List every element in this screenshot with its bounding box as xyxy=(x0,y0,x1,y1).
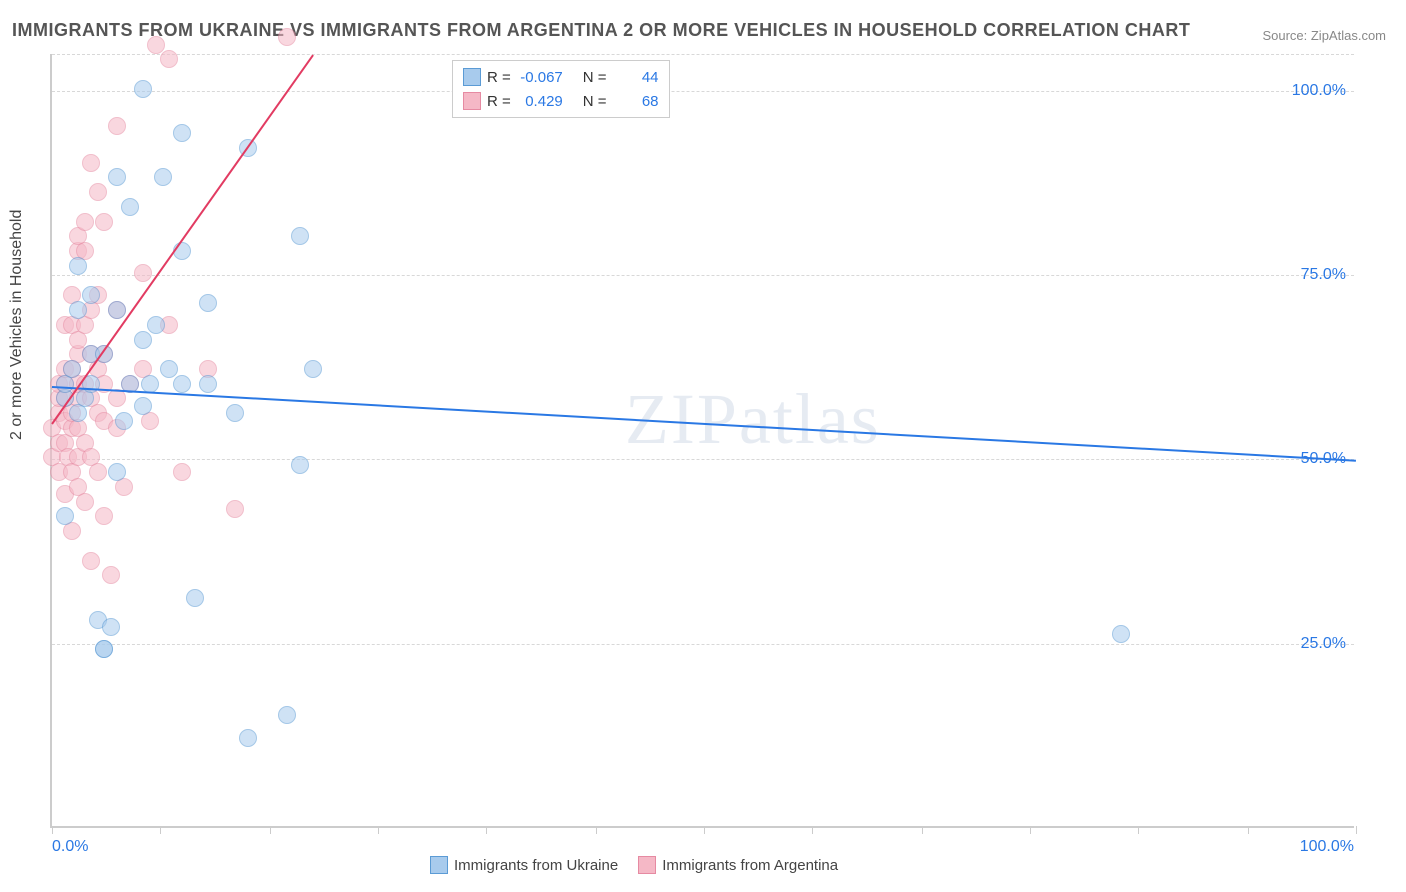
data-point xyxy=(134,397,152,415)
data-point xyxy=(69,257,87,275)
data-point xyxy=(69,301,87,319)
data-point xyxy=(121,198,139,216)
data-point xyxy=(82,154,100,172)
x-tick xyxy=(812,826,813,834)
legend-label: Immigrants from Ukraine xyxy=(454,857,618,874)
x-tick xyxy=(52,826,53,834)
x-axis-max-label: 100.0% xyxy=(1300,838,1354,856)
x-tick xyxy=(596,826,597,834)
x-tick xyxy=(1030,826,1031,834)
data-point xyxy=(186,589,204,607)
data-point xyxy=(173,375,191,393)
data-point xyxy=(173,124,191,142)
data-point xyxy=(108,389,126,407)
data-point xyxy=(95,507,113,525)
data-point xyxy=(304,360,322,378)
gridline xyxy=(52,54,1354,55)
x-tick xyxy=(486,826,487,834)
data-point xyxy=(141,375,159,393)
data-point xyxy=(108,168,126,186)
data-point xyxy=(108,117,126,135)
legend-row: R =-0.067N =44 xyxy=(463,65,659,89)
data-point xyxy=(278,706,296,724)
data-point xyxy=(291,227,309,245)
y-tick-label: 75.0% xyxy=(1301,266,1346,284)
legend-swatch xyxy=(463,92,481,110)
data-point xyxy=(226,500,244,518)
data-point xyxy=(102,566,120,584)
correlation-legend: R =-0.067N =44 R =0.429N =68 xyxy=(452,60,670,118)
legend-stats: R =0.429N =68 xyxy=(487,93,659,110)
data-point xyxy=(82,286,100,304)
x-tick xyxy=(160,826,161,834)
data-point xyxy=(147,36,165,54)
scatter-chart: ZIPatlas R =-0.067N =44R =0.429N =68 0.0… xyxy=(50,54,1354,828)
data-point xyxy=(95,640,113,658)
trend-line xyxy=(52,386,1356,462)
x-tick xyxy=(922,826,923,834)
data-point xyxy=(134,80,152,98)
data-point xyxy=(89,463,107,481)
data-point xyxy=(56,507,74,525)
data-point xyxy=(95,213,113,231)
data-point xyxy=(199,375,217,393)
data-point xyxy=(160,50,178,68)
data-point xyxy=(134,331,152,349)
data-point xyxy=(63,360,81,378)
x-axis-min-label: 0.0% xyxy=(52,838,88,856)
gridline xyxy=(52,644,1354,645)
data-point xyxy=(76,493,94,511)
x-tick xyxy=(378,826,379,834)
legend-stats: R =-0.067N =44 xyxy=(487,69,659,86)
data-point xyxy=(278,28,296,46)
x-tick xyxy=(1248,826,1249,834)
data-point xyxy=(115,412,133,430)
x-tick xyxy=(704,826,705,834)
data-point xyxy=(199,294,217,312)
gridline xyxy=(52,275,1354,276)
legend-swatch xyxy=(638,856,656,874)
data-point xyxy=(134,264,152,282)
x-tick xyxy=(270,826,271,834)
data-point xyxy=(160,360,178,378)
data-point xyxy=(154,168,172,186)
trend-line xyxy=(51,54,313,424)
legend-row: R =0.429N =68 xyxy=(463,89,659,113)
data-point xyxy=(76,213,94,231)
legend-swatch xyxy=(463,68,481,86)
gridline xyxy=(52,459,1354,460)
data-point xyxy=(102,618,120,636)
data-point xyxy=(89,183,107,201)
y-axis-label: 2 or more Vehicles in Household xyxy=(8,210,26,440)
data-point xyxy=(108,301,126,319)
gridline xyxy=(52,91,1354,92)
legend-swatch xyxy=(430,856,448,874)
data-point xyxy=(108,463,126,481)
legend-item: Immigrants from Ukraine xyxy=(430,856,618,874)
source-label: Source: ZipAtlas.com xyxy=(1262,28,1386,43)
y-tick-label: 100.0% xyxy=(1292,82,1346,100)
x-tick xyxy=(1356,826,1357,834)
data-point xyxy=(173,463,191,481)
legend-item: Immigrants from Argentina xyxy=(638,856,838,874)
data-point xyxy=(1112,625,1130,643)
data-point xyxy=(82,552,100,570)
data-point xyxy=(291,456,309,474)
data-point xyxy=(239,729,257,747)
chart-title: IMMIGRANTS FROM UKRAINE VS IMMIGRANTS FR… xyxy=(12,20,1190,41)
y-tick-label: 25.0% xyxy=(1301,635,1346,653)
x-tick xyxy=(1138,826,1139,834)
data-point xyxy=(147,316,165,334)
data-point xyxy=(226,404,244,422)
legend-label: Immigrants from Argentina xyxy=(662,857,838,874)
series-legend: Immigrants from Ukraine Immigrants from A… xyxy=(430,856,838,874)
